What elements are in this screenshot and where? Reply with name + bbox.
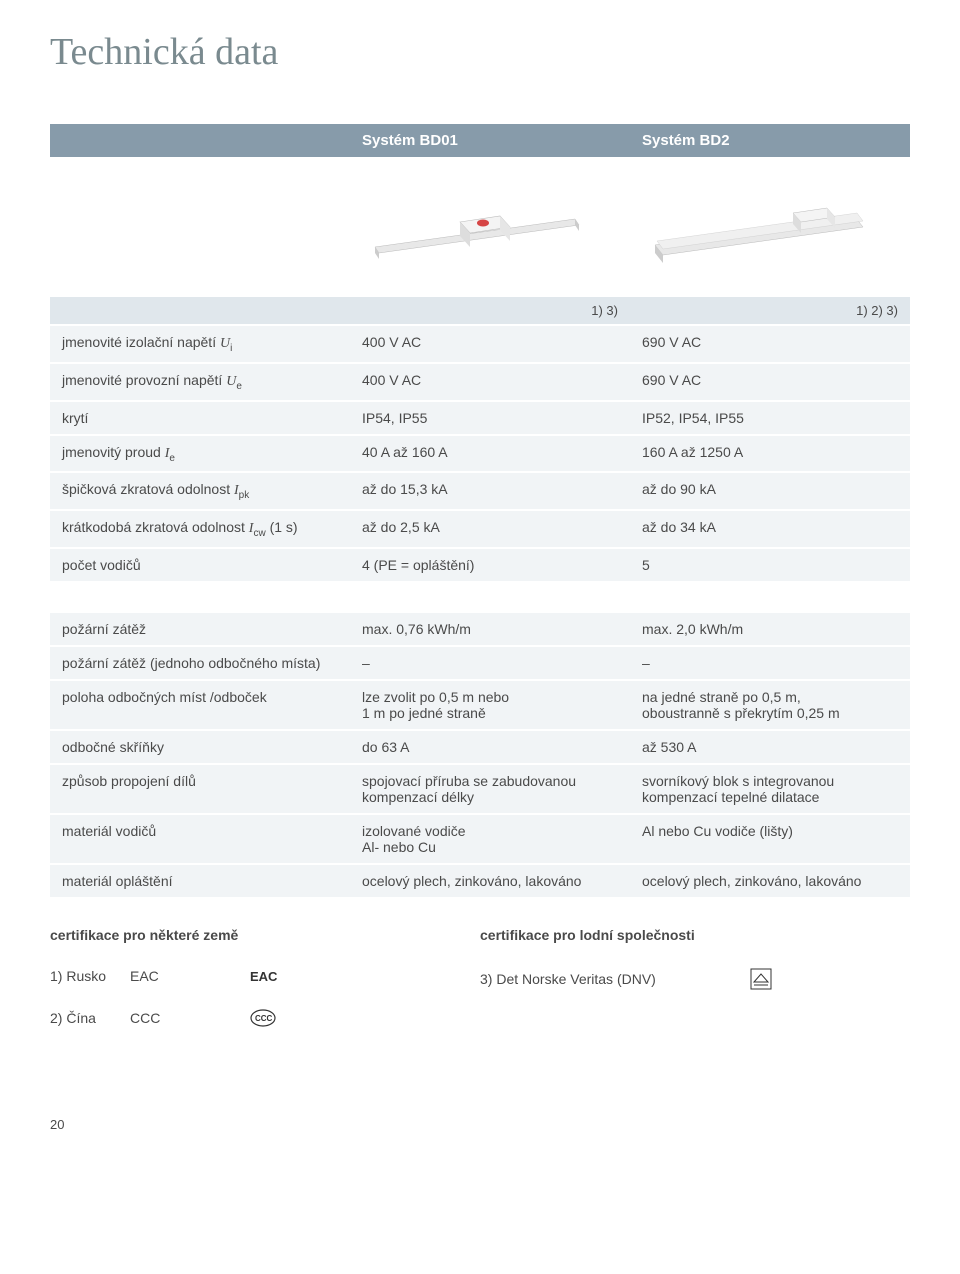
eac-icon: EAC — [250, 968, 290, 984]
table-header-row: Systém BD01 Systém BD2 — [50, 124, 910, 157]
cert-section: certifikace pro některé země 1) Rusko EA… — [50, 927, 910, 1027]
cert-name: CCC — [130, 1010, 250, 1026]
row-val-a: spojovací příruba se zabudovanou kompenz… — [350, 765, 630, 813]
row-val-a: – — [350, 647, 630, 679]
svg-text:EAC: EAC — [250, 969, 278, 984]
row-label: poloha odbočných míst /odboček — [50, 681, 350, 729]
svg-text:CCC: CCC — [255, 1014, 273, 1023]
table-row: krátkodobá zkratová odolnost Icw (1 s) a… — [50, 509, 910, 547]
row-val-a: až do 15,3 kA — [350, 473, 630, 509]
row-label: požární zátěž (jednoho odbočného místa) — [50, 647, 350, 679]
row-val-a: 400 V AC — [350, 364, 630, 400]
header-col-a: Systém BD01 — [350, 124, 630, 157]
cert-right-title: certifikace pro lodní společnosti — [480, 927, 910, 943]
table-row: špičková zkratová odolnost Ipk až do 15,… — [50, 471, 910, 509]
note-blank — [50, 297, 350, 324]
row-val-a: max. 0,76 kWh/m — [350, 613, 630, 645]
note-row: 1) 3) 1) 2) 3) — [50, 297, 910, 324]
cert-left-title: certifikace pro některé země — [50, 927, 480, 943]
table-row: odbočné skříňky do 63 A až 530 A — [50, 729, 910, 763]
row-val-a: až do 2,5 kA — [350, 511, 630, 547]
table-row: jmenovité izolační napětí Ui 400 V AC 69… — [50, 324, 910, 362]
row-val-b: až do 90 kA — [630, 473, 910, 509]
row-label: krátkodobá zkratová odolnost Icw (1 s) — [50, 511, 350, 547]
busbar-bd01-illustration — [365, 177, 615, 277]
row-label: jmenovitý proud Ie — [50, 436, 350, 472]
row-val-a: 400 V AC — [350, 326, 630, 362]
page-title: Technická data — [50, 30, 910, 74]
cert-left: certifikace pro některé země 1) Rusko EA… — [50, 927, 480, 1027]
row-val-a: 4 (PE = opláštění) — [350, 549, 630, 581]
table-row: požární zátěž max. 0,76 kWh/m max. 2,0 k… — [50, 611, 910, 645]
row-val-b: ocelový plech, zinkováno, lakováno — [630, 865, 910, 897]
note-a: 1) 3) — [350, 297, 630, 324]
table-row: jmenovitý proud Ie 40 A až 160 A 160 A a… — [50, 434, 910, 472]
row-val-a: 40 A až 160 A — [350, 436, 630, 472]
image-blank — [50, 157, 350, 297]
row-label: jmenovité provozní napětí Ue — [50, 364, 350, 400]
row-val-b: IP52, IP54, IP55 — [630, 402, 910, 434]
row-label: materiál opláštění — [50, 865, 350, 897]
busbar-bd2-illustration — [645, 177, 895, 277]
table-row: poloha odbočných míst /odboček lze zvoli… — [50, 679, 910, 729]
cert-line: 2) Čína CCC CCC — [50, 1009, 480, 1027]
row-val-b: – — [630, 647, 910, 679]
row-label: jmenovité izolační napětí Ui — [50, 326, 350, 362]
table-row: materiál opláštění ocelový plech, zinkov… — [50, 863, 910, 897]
cert-num: 3) Det Norske Veritas (DNV) — [480, 971, 750, 987]
row-val-a: do 63 A — [350, 731, 630, 763]
image-row — [50, 157, 910, 297]
row-val-b: až 530 A — [630, 731, 910, 763]
header-col-b: Systém BD2 — [630, 124, 910, 157]
row-label: počet vodičů — [50, 549, 350, 581]
table-row: krytí IP54, IP55 IP52, IP54, IP55 — [50, 400, 910, 434]
row-label: způsob propojení dílů — [50, 765, 350, 813]
row-val-b: až do 34 kA — [630, 511, 910, 547]
row-val-b: 690 V AC — [630, 364, 910, 400]
row-label: špičková zkratová odolnost Ipk — [50, 473, 350, 509]
row-val-b: 5 — [630, 549, 910, 581]
table-row: způsob propojení dílů spojovací příruba … — [50, 763, 910, 813]
row-val-b: na jedné straně po 0,5 m, oboustranně s … — [630, 681, 910, 729]
note-b: 1) 2) 3) — [630, 297, 910, 324]
ccc-icon: CCC — [250, 1009, 290, 1027]
cert-right: certifikace pro lodní společnosti 3) Det… — [480, 927, 910, 1027]
header-blank — [50, 124, 350, 157]
row-val-b: Al nebo Cu vodiče (lišty) — [630, 815, 910, 863]
row-val-a: IP54, IP55 — [350, 402, 630, 434]
cert-line: 1) Rusko EAC EAC — [50, 968, 480, 984]
table-row: materiál vodičů izolované vodiče Al- neb… — [50, 813, 910, 863]
table-row: jmenovité provozní napětí Ue 400 V AC 69… — [50, 362, 910, 400]
cert-num: 2) Čína — [50, 1010, 130, 1026]
cert-name: EAC — [130, 968, 250, 984]
cert-line: 3) Det Norske Veritas (DNV) — [480, 968, 910, 990]
row-val-b: svorníkový blok s integrovanou kompenzac… — [630, 765, 910, 813]
image-bd2 — [630, 157, 910, 297]
row-val-b: 690 V AC — [630, 326, 910, 362]
table-row: požární zátěž (jednoho odbočného místa) … — [50, 645, 910, 679]
row-val-a: ocelový plech, zinkováno, lakováno — [350, 865, 630, 897]
table-row: počet vodičů 4 (PE = opláštění) 5 — [50, 547, 910, 581]
row-label: požární zátěž — [50, 613, 350, 645]
page-number: 20 — [50, 1117, 910, 1132]
row-label: odbočné skříňky — [50, 731, 350, 763]
cert-num: 1) Rusko — [50, 968, 130, 984]
row-val-a: lze zvolit po 0,5 m nebo 1 m po jedné st… — [350, 681, 630, 729]
dnv-icon — [750, 968, 790, 990]
row-val-b: 160 A až 1250 A — [630, 436, 910, 472]
row-val-b: max. 2,0 kWh/m — [630, 613, 910, 645]
row-label: materiál vodičů — [50, 815, 350, 863]
row-label: krytí — [50, 402, 350, 434]
image-bd01 — [350, 157, 630, 297]
row-val-a: izolované vodiče Al- nebo Cu — [350, 815, 630, 863]
